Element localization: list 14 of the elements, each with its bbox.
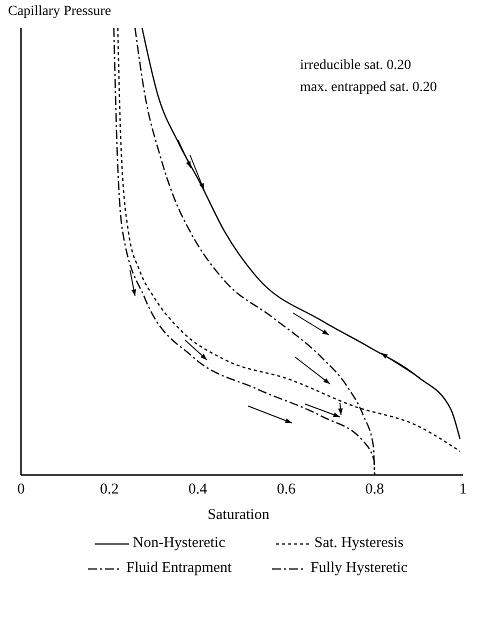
y-axis-title: Capillary Pressure xyxy=(8,4,112,20)
x-tick-label: 0.4 xyxy=(188,482,208,498)
x-tick-label: 0.8 xyxy=(365,482,384,498)
x-tick-label: 1 xyxy=(459,482,467,498)
annotation: max. entrapped sat. 0.20 xyxy=(300,79,437,97)
x-axis-title: Saturation xyxy=(206,507,270,524)
x-tick-label: 0.6 xyxy=(276,482,296,498)
legend-label: Non-Hysteretic xyxy=(132,535,226,552)
annotation: irreducible sat. 0.20 xyxy=(300,57,412,75)
legend-label: Sat. Hysteresis xyxy=(314,535,404,552)
x-tick-label: 0 xyxy=(17,482,25,498)
legend-label: Fluid Entrapment xyxy=(126,560,232,577)
x-tick-label: 0.2 xyxy=(100,482,119,498)
legend-label: Fully Hysteretic xyxy=(310,560,408,577)
